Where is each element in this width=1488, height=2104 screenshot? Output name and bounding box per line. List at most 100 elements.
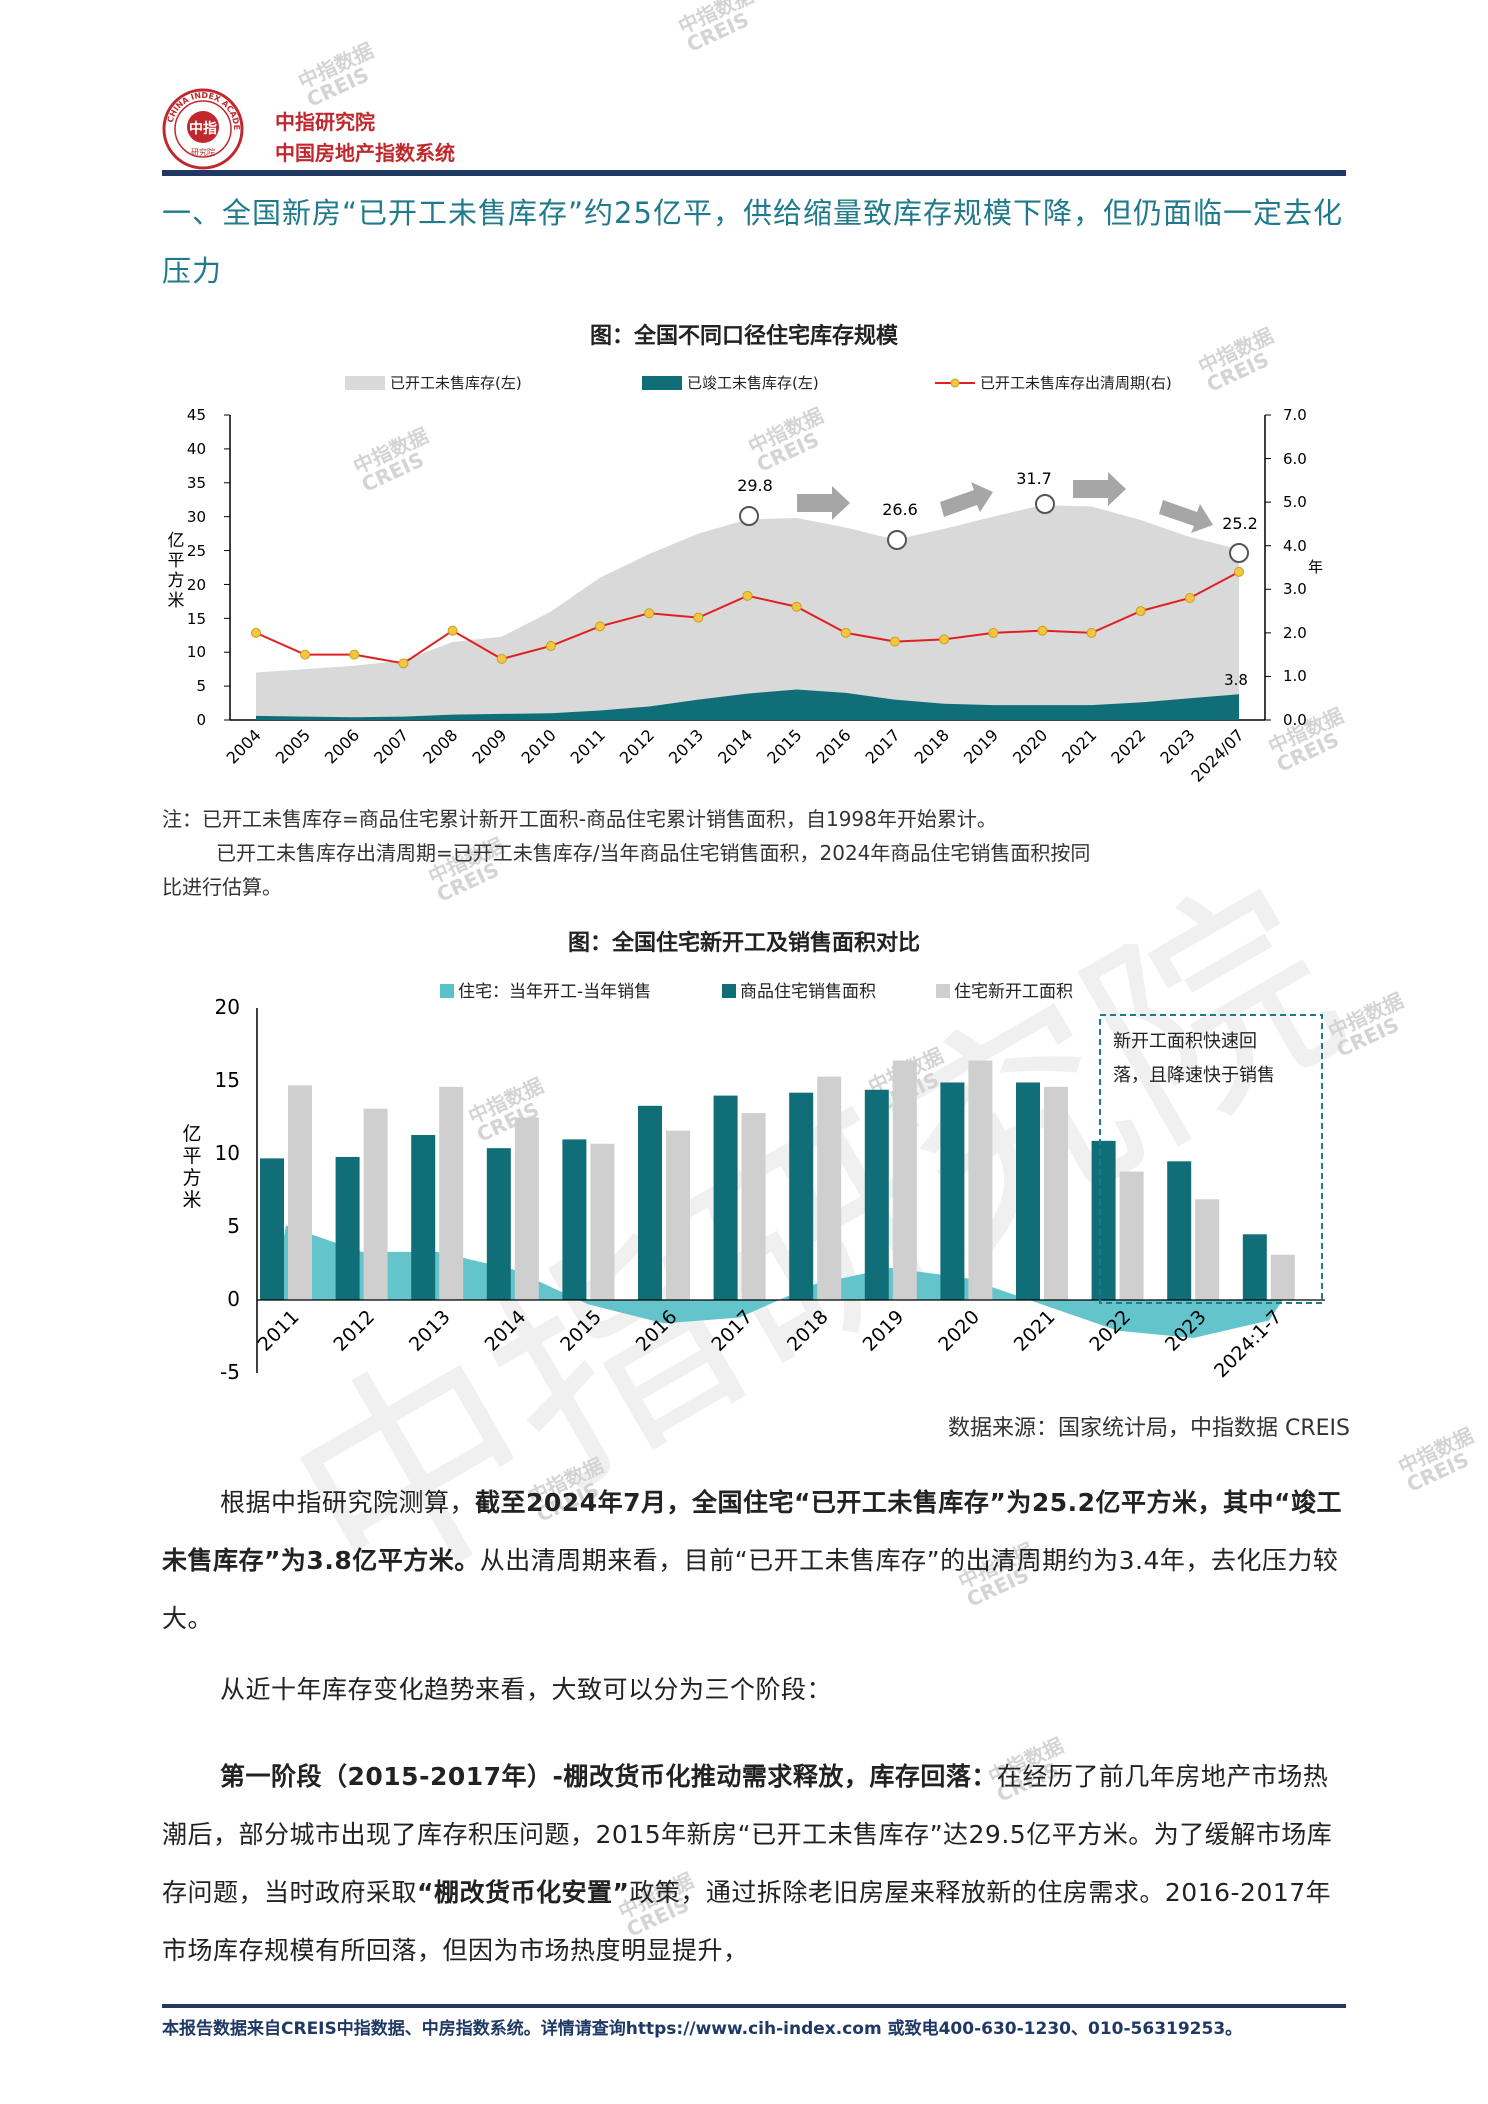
bar-starts [666,1130,690,1300]
x-tick-label: 2014 [714,725,756,767]
paragraph: 根据中指研究院测算，截至2024年7月，全国住宅“已开工未售库存”为25.2亿平… [162,1488,1342,1633]
bar-sales [486,1148,511,1300]
bar-starts [590,1143,615,1300]
y-tick-label: 20 [215,995,240,1019]
line-point [693,612,704,623]
logo-bottom-text: 研究院 [191,147,215,157]
x-tick-label: 2012 [329,1306,379,1356]
peak-label: 29.8 [737,476,773,495]
bar-sales [940,1082,965,1300]
bar-starts [1119,1171,1144,1300]
legend-label: 商品住宅销售面积 [740,982,876,1002]
x-tick-label: 2013 [405,1306,455,1356]
y-tick-label: 0 [227,1287,240,1311]
line-point [595,621,606,632]
legend-swatch-completed [642,376,682,390]
x-tick-label: 2006 [321,725,363,767]
line-point [545,640,556,651]
x-tick-label: 2021 [1010,1306,1060,1356]
bar-starts [288,1085,312,1300]
note-line: 已开工未售库存出清周期=已开工未售库存/当年商品住宅销售面积，2024年商品住宅… [216,841,1091,865]
bar-sales [713,1095,738,1300]
bar-sales [562,1139,587,1300]
paragraph: 从近十年库存变化趋势来看，大致可以分为三个阶段： [220,1675,833,1704]
annotation-text: 落，且降速快于销售 [1113,1065,1275,1086]
x-tick-label: 2015 [763,725,805,767]
peak-marker [1035,494,1055,514]
legend-swatch-area [345,376,385,390]
annotation-text: 新开工面积快速回 [1113,1031,1257,1052]
legend-swatch-starts [936,984,950,998]
peak-marker [739,506,759,526]
x-tick-label: 2020 [934,1306,984,1356]
peak-label: 31.7 [1016,469,1052,488]
y-axis-label: 亿平方米 [168,531,185,611]
area-starts-minus-sales [272,1225,1283,1338]
x-tick-label: 2007 [370,725,412,767]
bar-starts [968,1060,993,1300]
bar-sales [335,1156,360,1300]
line-point [1234,566,1244,577]
paragraph: 第一阶段（2015-2017年）-棚改货币化推动需求释放，库存回落：在经历了前几… [162,1762,1333,1965]
bar-sales [638,1105,662,1300]
trend-arrow-icon [797,486,850,520]
line-point [398,658,409,669]
y-tick-label: 10 [215,1141,240,1165]
x-tick-label: 2005 [272,725,314,767]
bar-sales [1016,1082,1040,1300]
y-tick-label: -5 [220,1360,240,1384]
x-tick-label: 2022 [1107,725,1149,767]
bar-sales [260,1158,284,1300]
chart1-title: 图：全国不同口径住宅库存规模 [589,324,898,349]
line-point [644,608,655,619]
bar-starts [1270,1254,1295,1300]
legend-label: 住宅新开工面积 [954,982,1073,1002]
peak-marker [1229,543,1249,563]
trend-arrow-icon [940,482,993,517]
y2-tick-label: 2.0 [1283,624,1307,642]
bar-starts [892,1060,917,1300]
x-tick-label: 2023 [1156,725,1198,767]
y-tick-label: 30 [187,508,206,526]
line-point [1086,627,1097,638]
org-subname: 中国房地产指数系统 [275,141,455,165]
line-point [1135,606,1146,617]
x-tick-label: 2008 [419,725,461,767]
note-line: 注：已开工未售库存=商品住宅累计新开工面积-商品住宅累计销售面积，自1998年开… [162,807,997,831]
y-tick-label: 20 [187,576,206,594]
area-unsold-completed [256,689,1239,720]
line-point [1184,593,1195,603]
x-tick-label: 2018 [783,1306,833,1356]
bar-sales [1167,1161,1192,1300]
y-tick-label: 45 [187,406,206,424]
x-tick-label: 2013 [665,725,707,767]
y-tick-label: 10 [187,643,206,661]
line-point [988,627,999,638]
trend-arrow-icon [1159,500,1213,533]
legend-swatch-marker [950,378,960,388]
starts-sales-chart: 住宅：当年开工-当年销售 商品住宅销售面积 住宅新开工面积 20 15 10 5… [182,982,1325,1384]
peak-marker [887,530,907,550]
y-tick-label: 25 [187,542,206,560]
line-point [300,649,311,660]
note-line: 比进行估算。 [162,875,282,899]
y-tick-label: 40 [187,440,206,458]
bar-starts [741,1113,766,1300]
inventory-chart: 已开工未售库存(左) 已竣工未售库存(左) 已开工未售库存出清周期(右) 0 5… [168,374,1324,786]
y-axis-label: 亿平方米 [182,1123,201,1211]
line-point [496,654,507,664]
y2-tick-label: 6.0 [1283,450,1307,468]
line-point [251,627,261,638]
bar-starts [439,1086,464,1300]
org-name: 中指研究院 [275,110,375,134]
legend-label: 已开工未售库存(左) [390,374,522,392]
x-tick-label: 2020 [1009,725,1051,767]
y2-tick-label: 1.0 [1283,667,1307,685]
x-tick-label: 2004 [223,725,265,767]
line-point [742,590,753,601]
y-tick-label: 15 [187,610,206,628]
x-tick-label: 2019 [960,725,1002,767]
line-point [447,625,458,636]
peak-label: 25.2 [1222,514,1258,533]
